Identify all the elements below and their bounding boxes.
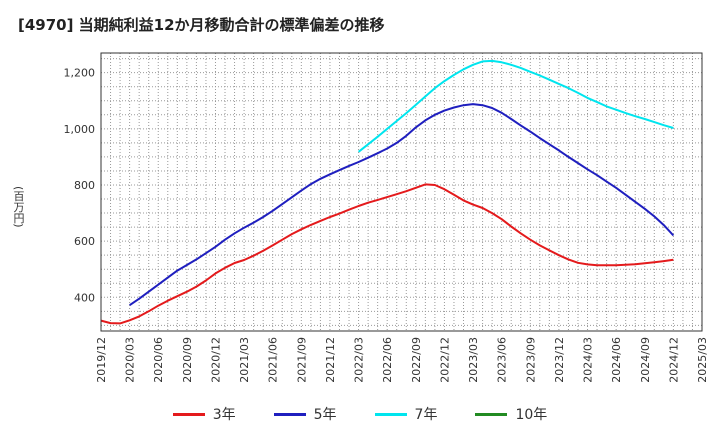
y-axis-label: (百万円) — [12, 186, 25, 228]
legend: 3年 5年 7年 10年 — [0, 404, 720, 424]
y-tick-label: 1,200 — [64, 67, 96, 80]
x-tick-label: 2023/06 — [496, 337, 509, 383]
x-tick-label: 2021/12 — [324, 337, 337, 383]
legend-swatch — [475, 412, 508, 416]
x-tick-label: 2020/12 — [209, 337, 222, 383]
y-tick-label: 800 — [74, 179, 95, 192]
x-tick-label: 2021/06 — [267, 337, 280, 383]
x-tick-label: 2021/03 — [238, 337, 251, 383]
x-tick-label: 2022/06 — [381, 337, 394, 383]
legend-label: 3年 — [212, 407, 236, 423]
y-tick-label: 1,000 — [64, 123, 96, 136]
y-tick-label: 600 — [74, 235, 95, 248]
legend-label: 10年 — [515, 407, 548, 423]
x-tick-label: 2020/09 — [181, 337, 194, 383]
y-tick-label: 400 — [74, 291, 95, 304]
legend-item: 10年 — [475, 404, 547, 424]
legend-swatch — [273, 412, 306, 416]
x-tick-label: 2023/03 — [467, 337, 480, 383]
chart-title: [4970] 当期純利益12か月移動合計の標準偏差の推移 — [18, 16, 385, 34]
grid-lines — [101, 53, 702, 331]
plot-frame — [100, 52, 703, 332]
legend-label: 7年 — [414, 407, 438, 423]
x-tick-label: 2024/06 — [610, 337, 623, 383]
x-tick-label: 2022/09 — [410, 337, 423, 383]
series-line-5年 — [129, 103, 675, 307]
x-tick-label: 2025/03 — [696, 337, 709, 383]
series-line-7年 — [357, 59, 674, 153]
x-tick-label: 2024/09 — [639, 337, 652, 383]
x-tick-labels: 2019/12 2020/03 2020/06 2020/09 2020/12 2021/… — [95, 337, 709, 383]
x-tick-label: 2023/09 — [524, 337, 537, 383]
x-tick-label: 2022/12 — [438, 337, 451, 383]
series-line-3年 — [100, 183, 674, 325]
x-tick-label: 2020/03 — [124, 337, 137, 383]
legend-swatch — [374, 412, 407, 416]
legend-item: 3年 — [172, 404, 236, 424]
x-tick-label: 2020/06 — [152, 337, 165, 383]
y-tick-labels: 400 600 800 1,000 1,200 — [64, 67, 96, 305]
legend-item: 7年 — [374, 404, 438, 424]
x-tick-label: 2021/09 — [295, 337, 308, 383]
series-layer — [100, 59, 675, 325]
legend-swatch — [172, 412, 205, 416]
x-tick-label: 2023/12 — [553, 337, 566, 383]
legend-item: 5年 — [273, 404, 337, 424]
x-tick-label: 2022/03 — [353, 337, 366, 383]
legend-label: 5年 — [313, 407, 337, 423]
x-tick-label: 2024/12 — [667, 337, 680, 383]
x-tick-label: 2024/03 — [582, 337, 595, 383]
x-tick-label: 2019/12 — [95, 337, 108, 383]
